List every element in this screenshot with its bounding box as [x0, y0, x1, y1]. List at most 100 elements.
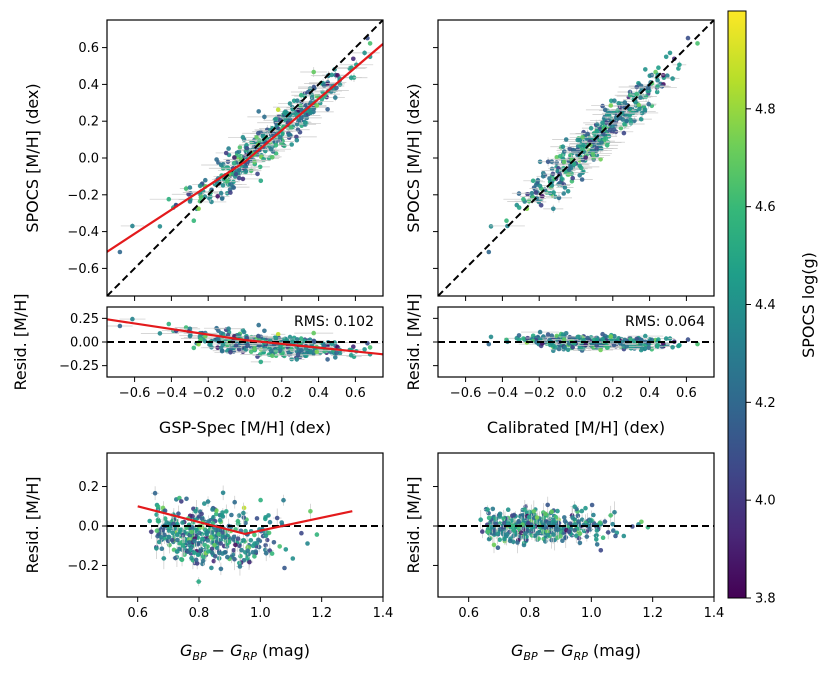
x-tick-label: 1.0 [581, 606, 602, 621]
fit-line [107, 43, 383, 253]
panel-bottom-right: 0.6 0.8 1.0 1.2 1.4 Resid. [M/H] GBP − GRP (… [404, 452, 724, 663]
data-point [612, 333, 617, 339]
data-point [240, 328, 246, 333]
data-point [536, 199, 542, 205]
data-point [314, 349, 320, 355]
data-point [581, 142, 586, 148]
panel-top-right: SPOCS [M/H] (dex) [404, 19, 715, 301]
data-point [252, 554, 257, 559]
data-point [175, 537, 180, 543]
data-point [209, 530, 214, 535]
data-point [223, 150, 229, 156]
data-point [628, 117, 633, 122]
ylabel-middle-left: Resid. [M/H] [11, 293, 30, 390]
data-point [566, 529, 572, 535]
data-point [314, 532, 320, 537]
data-point [270, 353, 275, 359]
data-point [685, 35, 691, 41]
data-point [351, 56, 356, 62]
data-point [268, 348, 274, 354]
data-point [575, 334, 580, 340]
data-point [212, 554, 218, 559]
data-point [562, 519, 568, 524]
data-point [562, 345, 568, 351]
data-point [490, 506, 496, 512]
data-point [204, 530, 209, 535]
data-point [677, 342, 682, 348]
data-point [535, 530, 540, 536]
data-point [590, 151, 596, 156]
data-point [243, 168, 249, 174]
ylabel-bottom-right: Resid. [M/H] [404, 476, 423, 573]
data-point [267, 519, 273, 525]
xlabel-bottom-right: GBP − GRP (mag) [511, 641, 641, 663]
data-point [193, 557, 199, 563]
data-point [547, 176, 552, 181]
colorbar-tick-label: 4.0 [755, 494, 776, 509]
data-point [235, 518, 241, 524]
data-point [561, 337, 567, 342]
data-point [549, 333, 555, 339]
y-tick-label: 0.25 [70, 312, 99, 327]
data-point [191, 218, 197, 223]
data-point [612, 98, 617, 103]
x-tick-label: 1.2 [642, 606, 663, 621]
data-point [611, 528, 616, 533]
data-point [240, 135, 246, 140]
data-point [187, 333, 193, 339]
data-point [208, 534, 214, 540]
data-point [243, 520, 248, 526]
data-point [605, 530, 611, 535]
data-point [577, 173, 582, 178]
data-point [228, 350, 233, 355]
data-point [210, 507, 215, 512]
data-point [255, 171, 260, 177]
colorbar-tick-label: 4.2 [755, 396, 776, 411]
data-point [263, 516, 268, 522]
x-tick-label: 0.6 [676, 386, 697, 401]
data-point [511, 533, 516, 539]
x-tick-label: 0.8 [520, 606, 541, 621]
data-point [170, 537, 175, 543]
data-point [226, 326, 231, 332]
data-point [562, 185, 568, 190]
data-point [196, 206, 201, 211]
data-point [611, 127, 617, 133]
data-point [241, 510, 246, 516]
data-point [601, 116, 607, 121]
data-point [298, 103, 303, 109]
data-point [685, 337, 691, 342]
data-point [256, 322, 262, 328]
data-point [271, 540, 277, 545]
data-point [299, 530, 304, 536]
data-point [166, 520, 172, 526]
data-point [255, 130, 261, 136]
data-point [307, 350, 313, 355]
one-to-one-line [107, 20, 383, 296]
data-point [283, 547, 289, 552]
data-point [295, 98, 300, 103]
data-point [258, 497, 263, 503]
data-point [627, 112, 633, 118]
data-point [174, 532, 180, 537]
data-point [305, 541, 310, 546]
data-point [311, 69, 317, 75]
data-point [556, 195, 562, 201]
data-point [262, 114, 267, 120]
data-point [562, 515, 567, 520]
data-point [254, 540, 260, 546]
data-point [588, 518, 593, 524]
x-tick-label: 0.2 [602, 386, 623, 401]
data-point [229, 512, 234, 518]
data-point [667, 50, 673, 56]
data-point [588, 125, 594, 131]
data-point [240, 176, 246, 182]
data-point [665, 73, 670, 78]
data-point [628, 121, 634, 126]
data-point [311, 330, 317, 336]
data-point [488, 224, 494, 229]
data-point [600, 535, 606, 540]
data-point [247, 559, 252, 565]
data-point [554, 523, 559, 529]
colorbar-gradient [727, 10, 747, 599]
